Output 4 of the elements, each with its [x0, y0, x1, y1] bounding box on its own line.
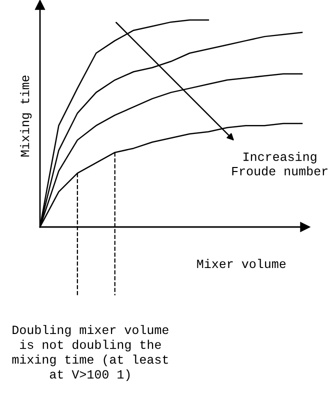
- text: Doubling mixer volume is not doubling the mixing time (at least at V>100 1): [12, 324, 168, 382]
- x-axis-title: Mixer volume: [197, 258, 286, 268]
- y-axis-title: Mixing time: [20, 76, 32, 156]
- annotation: Increasing Froude number: [232, 152, 328, 176]
